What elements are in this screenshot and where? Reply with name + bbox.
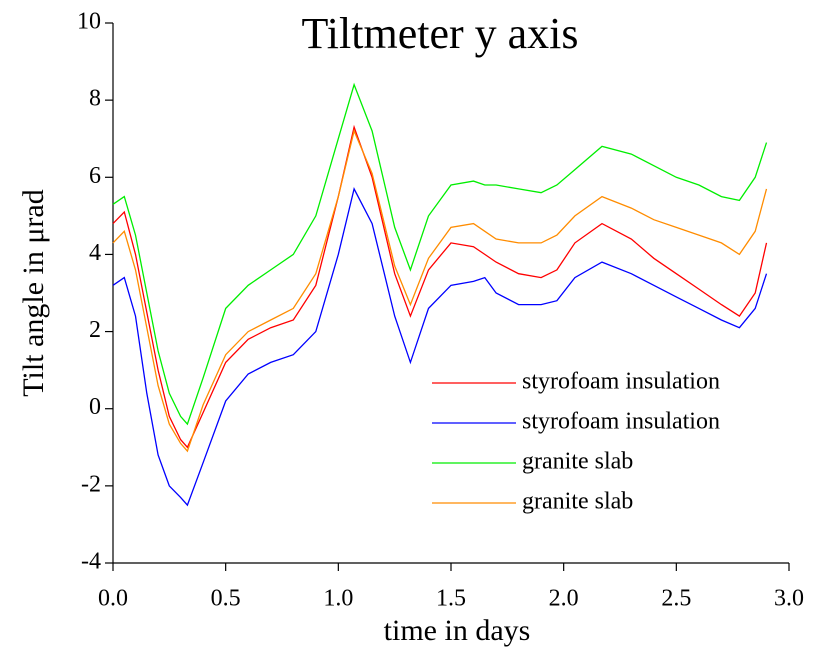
series-line [112, 82, 768, 426]
x-tick-label: 2.0 [549, 586, 579, 612]
y-tick-label: 6 [89, 163, 101, 189]
x-tick-label: 1.5 [436, 586, 466, 612]
x-tick-label: 0.5 [211, 586, 241, 612]
y-tick-label: 4 [89, 240, 101, 266]
legend-label: granite slab [522, 489, 633, 515]
series-line [112, 187, 768, 507]
x-tick-label: 3.0 [774, 586, 804, 612]
y-tick-label: 0 [89, 394, 101, 420]
x-tick-label: 2.5 [661, 586, 691, 612]
series-line [112, 124, 768, 449]
series-line [112, 128, 768, 453]
legend-label: styrofoam insulation [522, 409, 720, 435]
y-tick-label: -4 [81, 549, 101, 575]
y-tick-label: 8 [89, 86, 101, 112]
y-axis-label: Tilt angle in μrad [17, 189, 50, 396]
legend-label: styrofoam insulation [522, 369, 720, 395]
y-tick-label: -2 [81, 471, 101, 497]
x-tick-label: 1.0 [323, 586, 353, 612]
y-tick-label: 10 [77, 9, 101, 35]
x-tick-label: 0.0 [98, 586, 128, 612]
legend-label: granite slab [522, 449, 633, 475]
chart-title: Tiltmeter y axis [301, 9, 578, 58]
axes [112, 23, 789, 564]
x-axis-label: time in days [384, 614, 531, 647]
y-tick-label: 2 [89, 317, 101, 343]
